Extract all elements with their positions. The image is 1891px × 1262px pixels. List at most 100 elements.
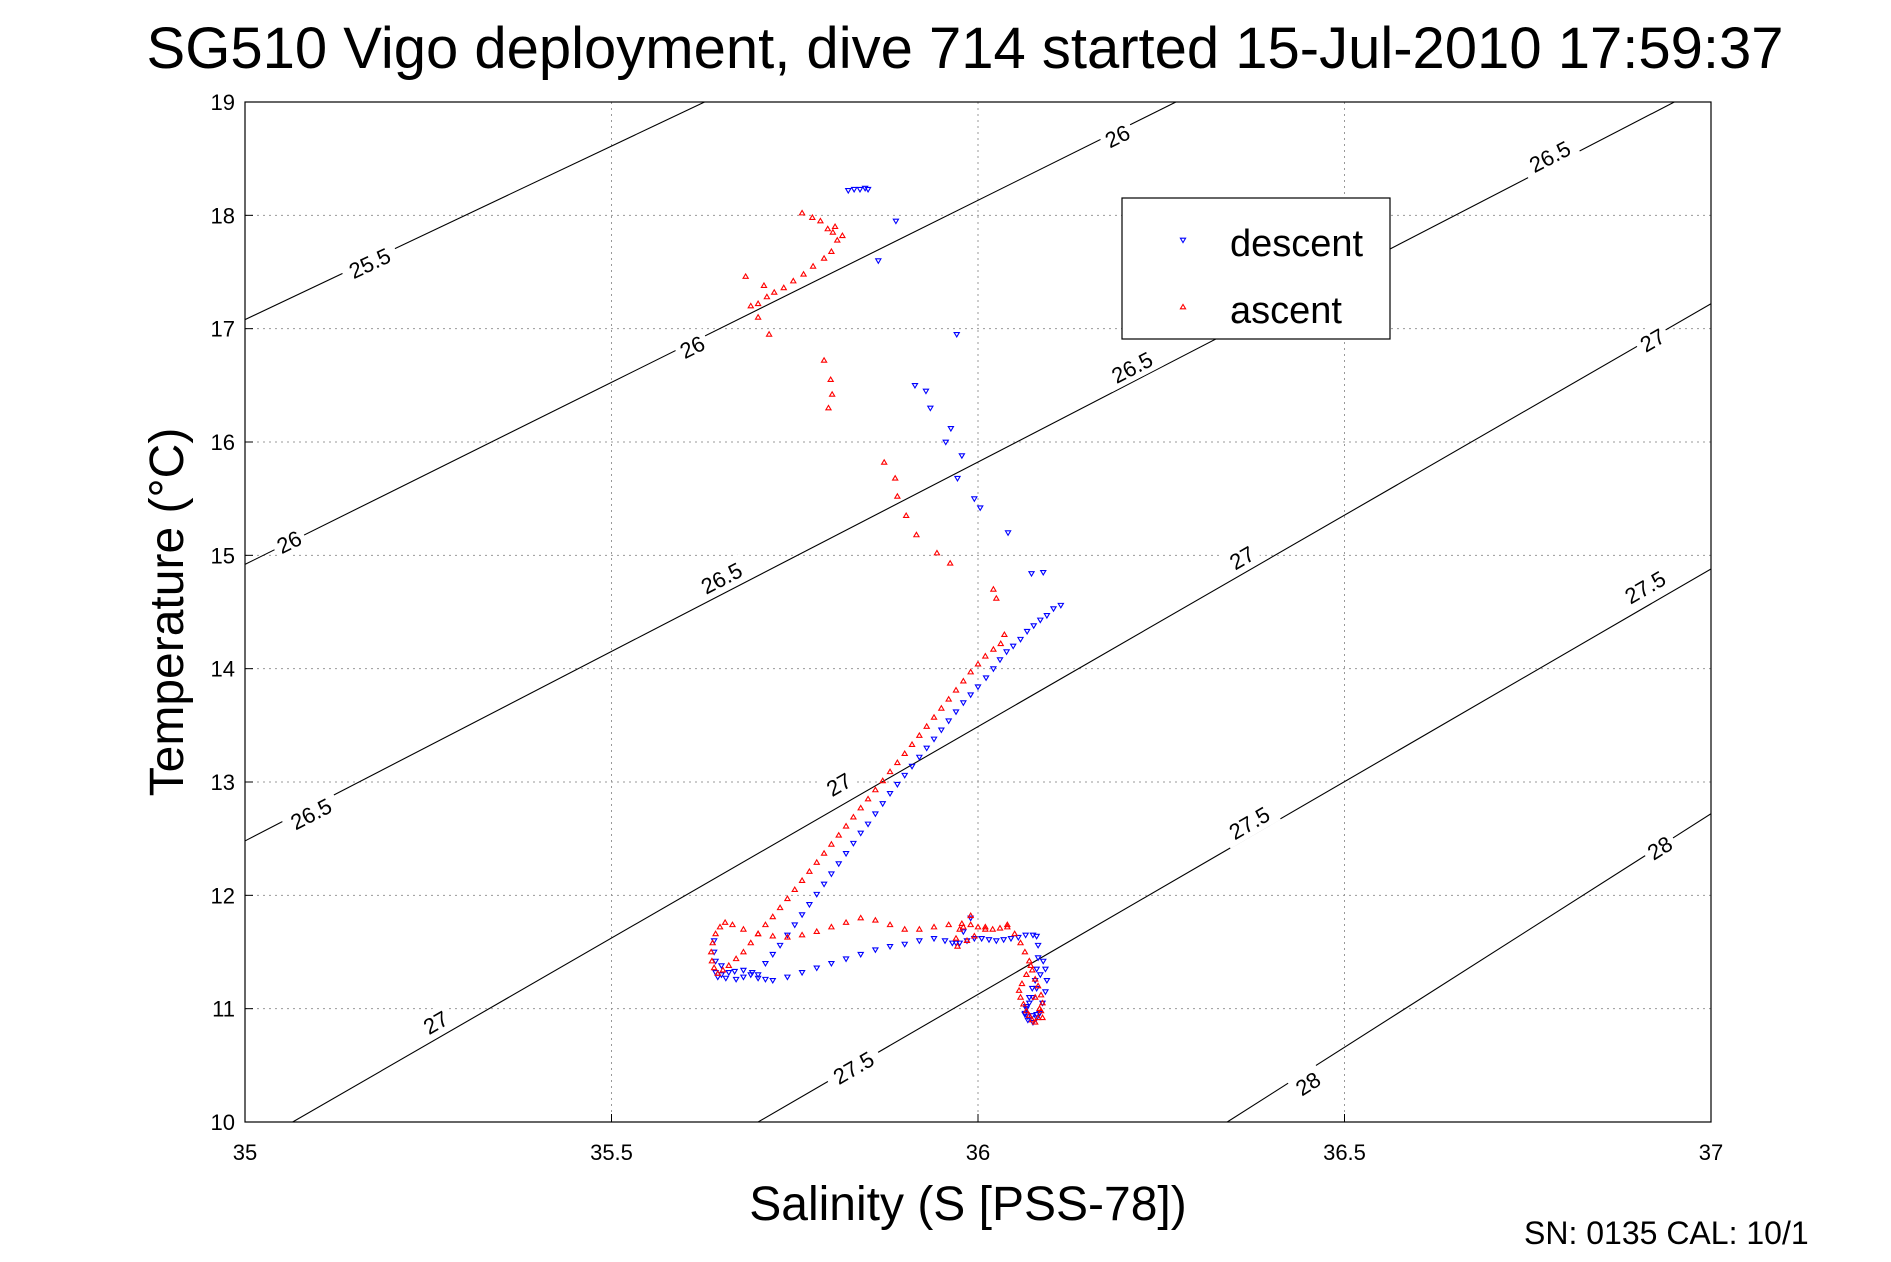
descent-point <box>857 830 865 837</box>
contour-label-background <box>1518 131 1582 182</box>
descent-point <box>1033 985 1041 992</box>
legend-label-descent: descent <box>1230 223 1364 265</box>
contour-label-background <box>1631 320 1674 360</box>
contour-line-26.5 <box>245 102 1675 842</box>
descent-point <box>1029 1019 1037 1026</box>
contour-label: 26.5 <box>1518 131 1582 182</box>
serial-calibration-footer: SN: 0135 CAL: 10/1 <box>1524 1215 1809 1251</box>
y-tick-label: 15 <box>211 543 235 568</box>
legend: descent ascent <box>1121 197 1391 340</box>
ascent-point <box>952 686 960 693</box>
ascent-point <box>963 936 971 944</box>
ascent-point <box>981 923 989 930</box>
descent-point <box>813 891 821 898</box>
ascent-point <box>901 925 909 932</box>
descent-point <box>1029 994 1037 1002</box>
descent-point <box>761 976 769 983</box>
x-tick-label: 36.5 <box>1323 1140 1366 1165</box>
ascent-point <box>827 923 835 930</box>
ascent-point <box>1027 961 1035 968</box>
ascent-point <box>770 288 778 295</box>
ascent-point <box>769 932 777 939</box>
descent-point <box>1000 937 1008 944</box>
descent-point <box>992 938 1000 945</box>
chart-title: SG510 Vigo deployment, dive 714 started … <box>147 16 1784 81</box>
ascent-point <box>1016 939 1025 946</box>
contour-line-25.5 <box>245 102 705 321</box>
descent-point <box>923 745 931 752</box>
descent-point <box>783 932 791 939</box>
descent-point <box>776 942 784 949</box>
descent-point <box>886 943 894 951</box>
descent-point <box>739 967 748 974</box>
descent-point <box>915 754 923 761</box>
ascent-point <box>945 921 953 928</box>
ascent-point <box>912 531 920 538</box>
y-tick-label: 17 <box>211 317 235 342</box>
x-tick-label: 35 <box>233 1140 257 1165</box>
ascent-point <box>842 918 850 925</box>
contour-label-background <box>279 788 343 839</box>
descent-point <box>1057 602 1065 609</box>
ascent-point <box>763 293 771 300</box>
y-tick-label: 12 <box>211 883 235 908</box>
ascent-point <box>732 955 740 962</box>
descent-point <box>754 975 762 982</box>
legend-label-ascent: ascent <box>1230 290 1342 332</box>
descent-point <box>827 871 835 878</box>
descent-point <box>849 840 857 847</box>
ascent-point <box>813 858 821 865</box>
contour-line-26 <box>245 102 1177 565</box>
contour-label: 28 <box>1286 1063 1329 1104</box>
descent-point <box>1003 649 1011 656</box>
descent-point <box>978 936 986 943</box>
ascent-point <box>780 284 788 291</box>
contour-label-background <box>821 1041 885 1094</box>
contour-label: 27 <box>1631 320 1674 360</box>
ascent-point <box>1015 986 1023 993</box>
ascent-point <box>958 919 966 927</box>
descent-point <box>1025 994 1033 1002</box>
ascent-point <box>1025 1011 1033 1018</box>
descent-point <box>1036 972 1044 979</box>
ascent-point <box>915 925 923 932</box>
descent-point <box>1007 936 1015 943</box>
ascent-point <box>776 904 784 911</box>
ascent-point <box>813 927 821 934</box>
ascent-point <box>820 254 828 261</box>
x-axis-ticks: 35 35.5 36 36.5 37 <box>233 1114 1723 1165</box>
ascent-point <box>833 236 841 243</box>
ascent-point <box>974 923 982 930</box>
ascent-point <box>989 645 997 652</box>
ascent-point <box>1019 1000 1028 1007</box>
ascent-point <box>864 795 872 802</box>
ascent-point <box>930 923 938 930</box>
contour-label: 27.5 <box>1217 796 1281 849</box>
descent-point <box>769 977 777 985</box>
ascent-point <box>816 217 824 224</box>
contour-label: 27.5 <box>821 1041 885 1094</box>
y-tick-label: 14 <box>211 657 235 682</box>
data-points <box>707 185 1065 1026</box>
descent-point <box>915 938 923 945</box>
ascent-point <box>945 695 953 702</box>
descent-point <box>1022 932 1030 939</box>
ascent-point <box>820 849 828 856</box>
legend-marker-descent <box>1179 237 1187 244</box>
ascent-point <box>838 232 846 239</box>
descent-point <box>813 965 821 972</box>
ascent-point <box>1011 930 1019 937</box>
ascent-point <box>809 262 817 269</box>
legend-marker-ascent-glyph <box>1179 303 1187 310</box>
ascent-point <box>1000 630 1008 638</box>
contour-label-background <box>414 1002 457 1042</box>
descent-point <box>1016 636 1025 643</box>
descent-point <box>717 963 726 970</box>
descent-point <box>947 426 955 433</box>
legend-marker-ascent <box>1179 303 1187 310</box>
x-tick-label: 36 <box>966 1140 990 1165</box>
ascent-point <box>829 228 837 235</box>
contour-label-background <box>1096 117 1138 155</box>
ascent-point <box>967 921 975 928</box>
descent-point <box>970 496 978 503</box>
